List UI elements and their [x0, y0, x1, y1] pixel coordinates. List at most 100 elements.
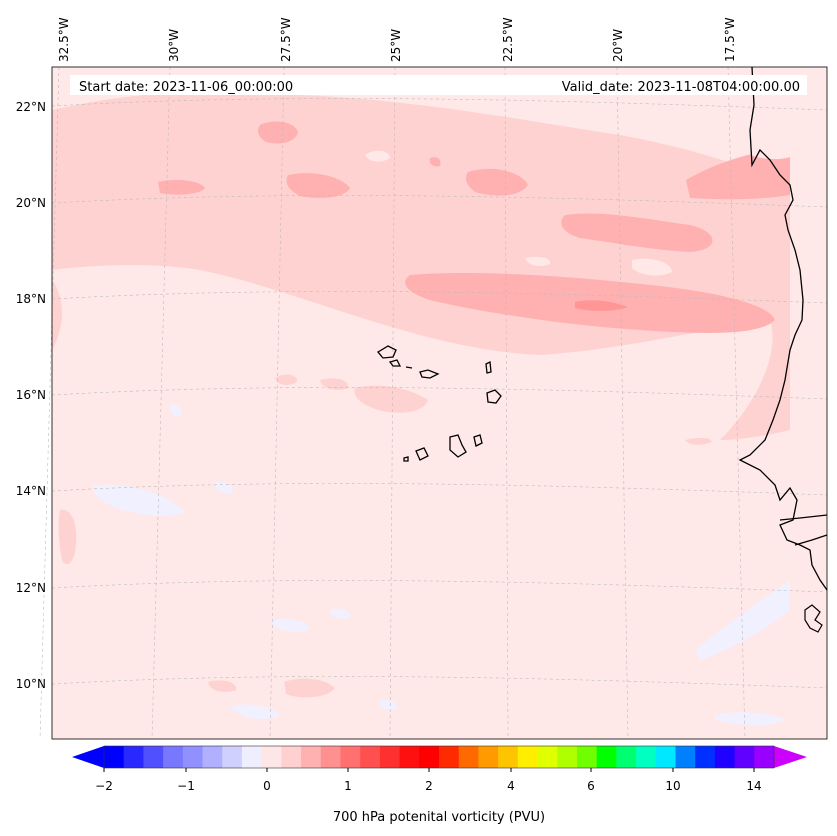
colorbar-tick-label: 10 — [665, 779, 680, 793]
colorbar-tick-label: −2 — [95, 779, 113, 793]
africa-coastline-south — [779, 514, 828, 633]
pv-band-light-west — [52, 280, 63, 350]
colorbar-label: 700 hPa potenital vorticity (PVU) — [333, 810, 545, 825]
colorbar-cell — [379, 746, 401, 768]
pv-negative-1 — [93, 484, 185, 516]
pv-patch-core — [575, 300, 628, 311]
pv-negative-3 — [270, 618, 310, 632]
colorbar: −2 −1 0 1 2 4 6 10 14 700 hPa potenital … — [72, 745, 807, 825]
longitude-labels: 32.5°W 30°W 27.5°W 25°W 22.5°W 20°W 17.5… — [57, 17, 737, 62]
pv-negative-5 — [695, 580, 790, 660]
pv-negative-8 — [330, 608, 351, 619]
lat-label: 20°N — [16, 196, 46, 210]
colorbar-cell — [399, 746, 420, 768]
pv-patch-mid-2 — [286, 173, 350, 198]
colorbar-cell — [123, 746, 144, 768]
colorbar-cell — [458, 746, 479, 768]
colorbar-tick-label: 4 — [507, 779, 515, 793]
colorbar-cell — [202, 746, 223, 768]
colorbar-cell — [636, 746, 657, 768]
colorbar-cell — [320, 746, 341, 768]
map-area — [39, 66, 828, 740]
colorbar-cell — [734, 746, 755, 768]
colorbar-cell — [143, 746, 164, 768]
pv-negative-6 — [715, 712, 785, 726]
lon-label: 32.5°W — [57, 17, 71, 62]
latitude-labels: 22°N 20°N 18°N 16°N 14°N 12°N 10°N — [16, 100, 46, 691]
pv-patch-mid-8 — [429, 157, 441, 167]
colorbar-cell — [537, 746, 558, 768]
colorbar-cell — [241, 746, 263, 768]
colorbar-cell — [754, 746, 775, 768]
lon-label: 20°W — [611, 29, 625, 62]
pv-patch-mid-1 — [258, 121, 298, 144]
cabo-verde-islands — [377, 345, 502, 462]
colorbar-cell — [596, 746, 617, 768]
colorbar-extend-high — [774, 746, 807, 768]
map-frame — [51, 66, 828, 740]
pv-patch-south-1 — [354, 385, 428, 413]
pv-negative-4 — [230, 704, 280, 720]
africa-coastline — [738, 66, 828, 591]
colorbar-tick-label: 14 — [746, 779, 761, 793]
pv-patch-south-3 — [275, 374, 298, 386]
pv-patch-south-7 — [685, 437, 712, 445]
valid-date-label: Valid_date: 2023-11-08T04:00:00.00 — [562, 80, 800, 95]
pv-hole-3 — [745, 137, 800, 160]
colorbar-cell — [557, 746, 578, 768]
colorbar-ticks — [103, 768, 755, 772]
colorbar-cell — [163, 746, 184, 768]
colorbar-cell — [340, 746, 361, 768]
colorbar-cell — [695, 746, 716, 768]
colorbar-cell — [104, 746, 125, 768]
pv-hole-1 — [365, 150, 390, 162]
pv-negative-7 — [169, 404, 182, 416]
colorbar-tick-label: 1 — [344, 779, 352, 793]
pv-patch-mid-4 — [466, 168, 528, 196]
lat-label: 22°N — [16, 100, 46, 114]
colorbar-cell — [360, 746, 381, 768]
colorbar-cell — [281, 746, 302, 768]
colorbar-cell — [419, 746, 440, 768]
pv-patch-south-6 — [208, 680, 237, 692]
colorbar-tick-label: 6 — [587, 779, 595, 793]
colorbar-cell — [222, 746, 243, 768]
colorbar-frame — [103, 745, 775, 769]
colorbar-cell — [655, 746, 676, 768]
pv-patch-south-2 — [320, 378, 349, 390]
lon-label: 27.5°W — [279, 17, 293, 62]
lon-label: 30°W — [167, 29, 181, 62]
lat-label: 16°N — [16, 388, 46, 402]
colorbar-cells — [104, 746, 775, 768]
pv-patch-south-5 — [58, 509, 77, 565]
colorbar-cell — [616, 746, 637, 768]
info-bar — [70, 75, 807, 95]
lon-label: 17.5°W — [723, 17, 737, 62]
lat-label: 10°N — [16, 677, 46, 691]
colorbar-cell — [498, 746, 519, 768]
colorbar-cell — [439, 746, 460, 768]
pv-hole-2 — [632, 258, 672, 276]
colorbar-cell — [261, 746, 282, 768]
pv-negative-9 — [379, 699, 398, 711]
graticule — [39, 66, 828, 740]
pv-patch-mid-3 — [158, 180, 205, 195]
lon-label: 25°W — [389, 29, 403, 62]
pv-hole-4 — [525, 256, 551, 266]
colorbar-tick-label: 2 — [425, 779, 433, 793]
colorbar-cell — [301, 746, 322, 768]
start-date-label: Start date: 2023-11-06_00:00:00 — [79, 80, 293, 95]
pv-band-light — [52, 90, 790, 440]
pv-patch-mid-5 — [561, 213, 713, 252]
lat-label: 12°N — [16, 581, 46, 595]
colorbar-cell — [478, 746, 499, 768]
colorbar-cell — [714, 746, 736, 768]
colorbar-tick-label: −1 — [177, 779, 195, 793]
pv-patch-mid-7 — [686, 148, 790, 200]
colorbar-extend-low — [72, 746, 104, 768]
colorbar-cell — [182, 746, 204, 768]
colorbar-cell — [517, 746, 539, 768]
pv-patch-south-4 — [284, 678, 335, 698]
colorbar-cell — [675, 746, 696, 768]
